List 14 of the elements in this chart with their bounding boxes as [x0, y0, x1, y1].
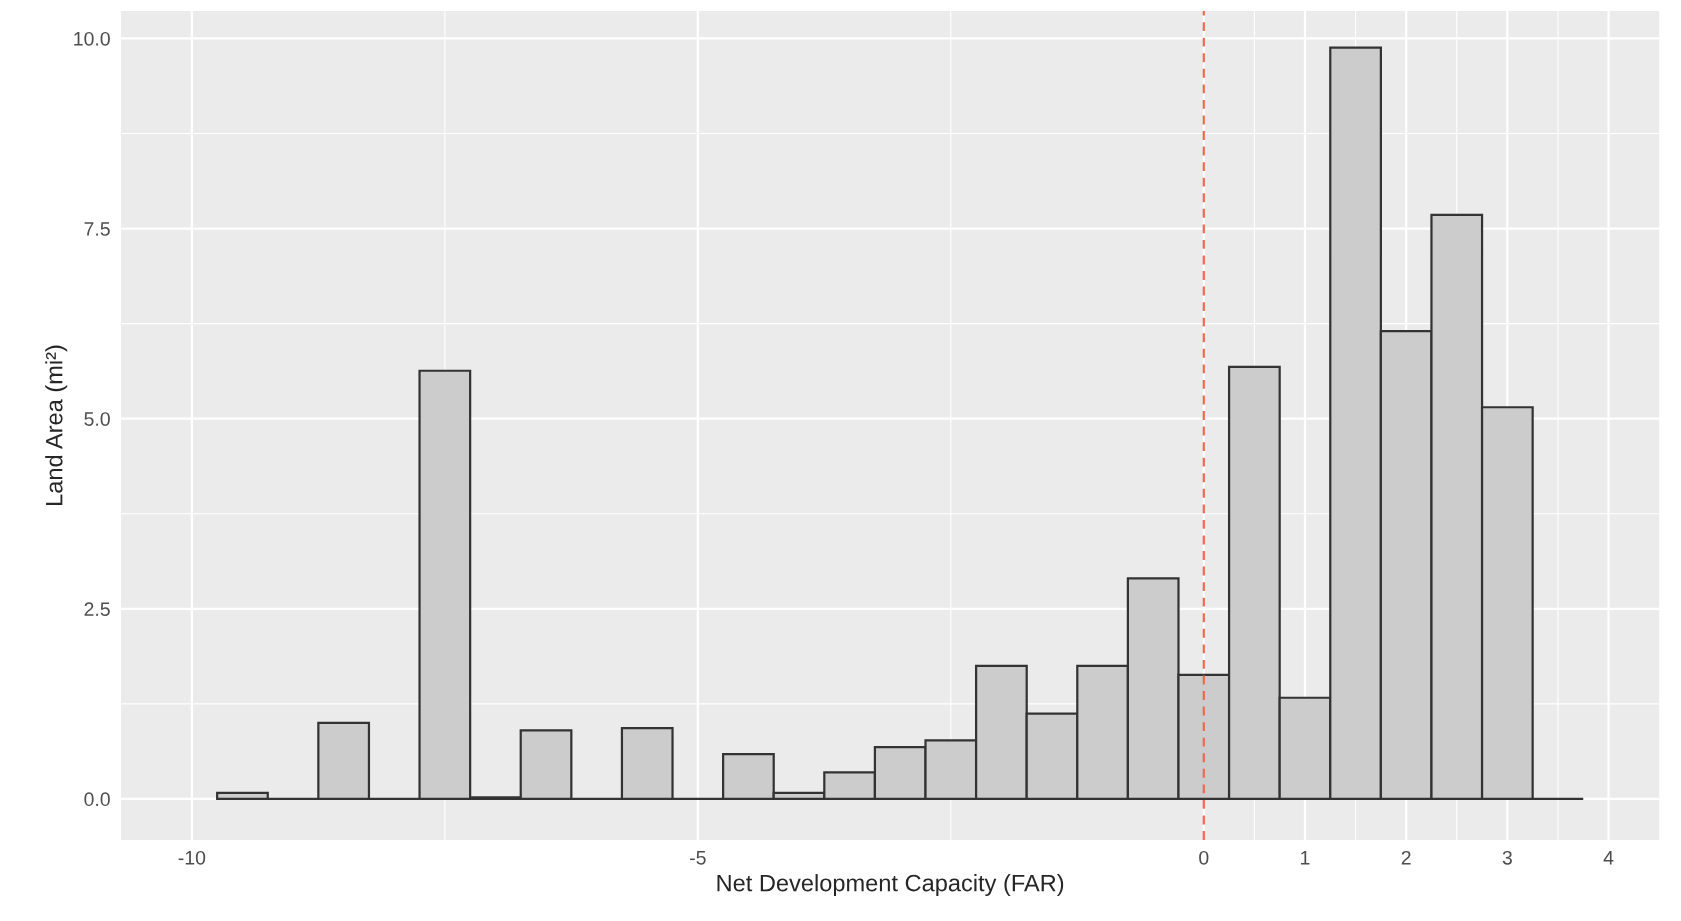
x-tick-label: 3	[1502, 850, 1512, 865]
x-axis-title: Net Development Capacity (FAR)	[717, 874, 1064, 897]
y-tick-label: 0.0	[84, 792, 110, 807]
x-tick-label: 2	[1401, 850, 1411, 865]
y-axis-title: Land Area (mi²)	[45, 345, 68, 505]
y-tick-label: 5.0	[84, 412, 110, 426]
x-tick-label: -10	[178, 850, 206, 865]
y-tick-label: 2.5	[84, 602, 110, 617]
x-tick-label: 4	[1603, 851, 1614, 865]
x-tick-label: -5	[690, 851, 706, 865]
y-tick-label: 7.5	[84, 222, 110, 236]
x-tick-label: 1	[1301, 851, 1310, 865]
x-tick-label: 0	[1199, 850, 1209, 865]
y-tick-label: 10.0	[74, 31, 110, 46]
